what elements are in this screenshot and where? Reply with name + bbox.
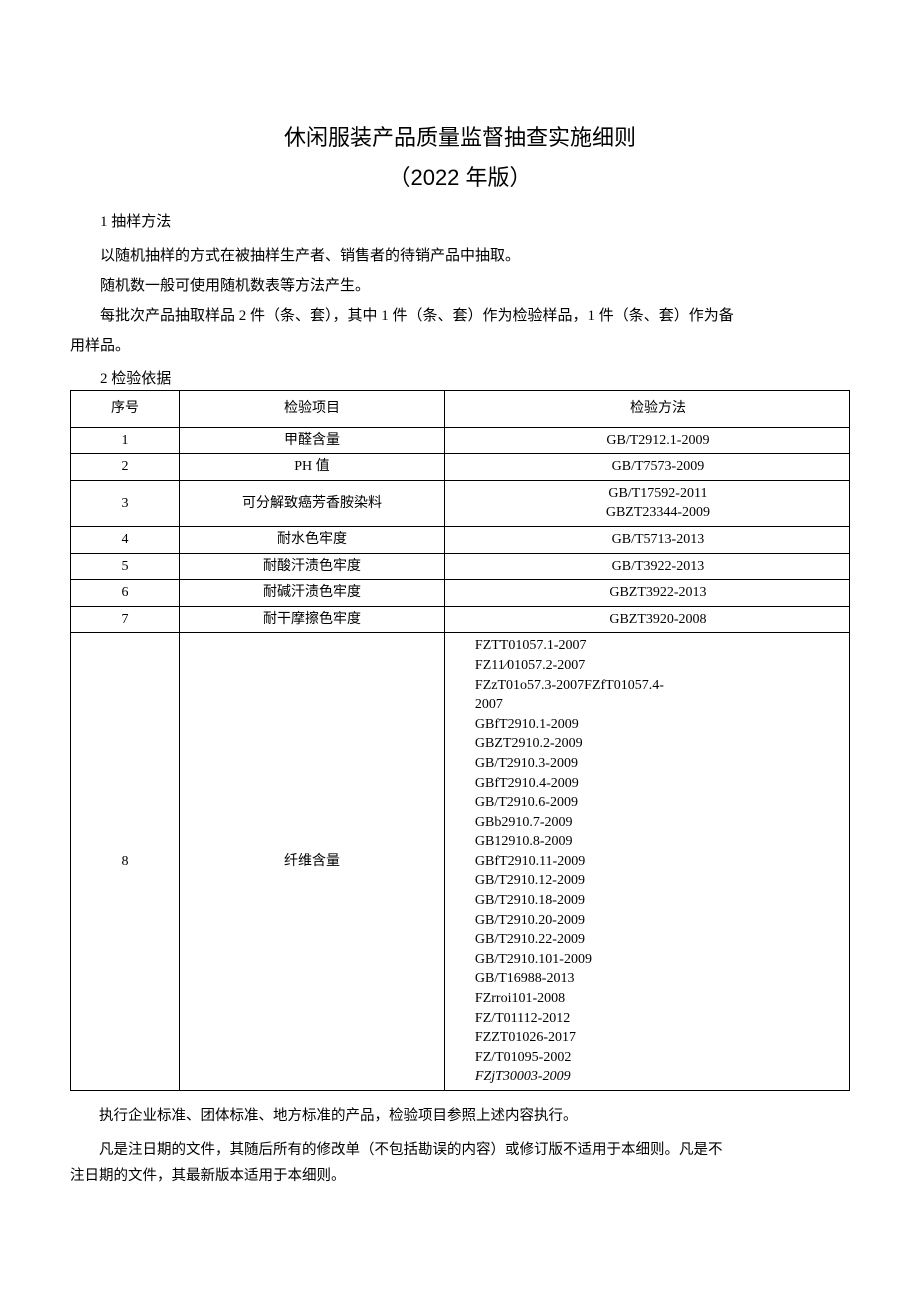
table-row: 4耐水色牢度GB/T5713-2013: [71, 526, 850, 553]
table-cell-index: 1: [71, 427, 180, 454]
footnote-paragraph: 注日期的文件，其最新版本适用于本细则。: [70, 1163, 850, 1189]
table-header-row: 序号 检验项目 检验方法: [71, 391, 850, 428]
table-cell-index: 7: [71, 606, 180, 633]
section-1-paragraph: 以随机抽样的方式在被抽样生产者、销售者的待销产品中抽取。: [70, 241, 850, 271]
table-row: 3可分解致癌芳香胺染料GB/T17592-2011GBZT23344-2009: [71, 480, 850, 526]
table-row: 1甲醛含量GB/T2912.1-2009: [71, 427, 850, 454]
section-1-paragraph: 用样品。: [70, 331, 850, 361]
table-cell-item: PH 值: [180, 454, 445, 481]
table-cell-method: GBZT3920-2008: [444, 606, 849, 633]
table-row: 8纤维含量FZTT01057.1-2007FZ11∕01057.2-2007FZ…: [71, 633, 850, 1091]
footnote-paragraph: 凡是注日期的文件，其随后所有的修改单（不包括勘误的内容）或修订版不适用于本细则。…: [70, 1137, 850, 1163]
table-row: 2PH 值GB/T7573-2009: [71, 454, 850, 481]
table-cell-method: GB/T17592-2011GBZT23344-2009: [444, 480, 849, 526]
table-header-cell: 检验项目: [180, 391, 445, 428]
table-cell-item: 纤维含量: [180, 633, 445, 1091]
document-subtitle: （2022 年版）: [70, 160, 850, 192]
footnote-paragraph: 执行企业标准、团体标准、地方标准的产品，检验项目参照上述内容执行。: [70, 1103, 850, 1129]
table-cell-item: 耐干摩擦色牢度: [180, 606, 445, 633]
table-row: 6耐碱汗渍色牢度GBZT3922-2013: [71, 580, 850, 607]
table-cell-index: 4: [71, 526, 180, 553]
section-1-paragraph: 每批次产品抽取样品 2 件（条、套），其中 1 件（条、套）作为检验样品，1 件…: [70, 301, 850, 331]
table-cell-index: 2: [71, 454, 180, 481]
document-title: 休闲服装产品质量监督抽查实施细则: [70, 120, 850, 152]
table-cell-method: FZTT01057.1-2007FZ11∕01057.2-2007FZzT01o…: [444, 633, 849, 1091]
table-cell-item: 可分解致癌芳香胺染料: [180, 480, 445, 526]
table-cell-item: 耐水色牢度: [180, 526, 445, 553]
table-cell-index: 5: [71, 553, 180, 580]
table-cell-item: 耐酸汗渍色牢度: [180, 553, 445, 580]
table-cell-method: GB/T3922-2013: [444, 553, 849, 580]
table-cell-method: GB/T5713-2013: [444, 526, 849, 553]
table-cell-index: 3: [71, 480, 180, 526]
inspection-basis-table: 序号 检验项目 检验方法 1甲醛含量GB/T2912.1-20092PH 值GB…: [70, 390, 850, 1091]
table-cell-method: GBZT3922-2013: [444, 580, 849, 607]
table-header-cell: 序号: [71, 391, 180, 428]
table-row: 7耐干摩擦色牢度GBZT3920-2008: [71, 606, 850, 633]
table-cell-method: GB/T2912.1-2009: [444, 427, 849, 454]
table-row: 5耐酸汗渍色牢度GB/T3922-2013: [71, 553, 850, 580]
table-cell-method: GB/T7573-2009: [444, 454, 849, 481]
section-1-heading: 1 抽样方法: [70, 210, 850, 231]
table-cell-index: 8: [71, 633, 180, 1091]
table-cell-index: 6: [71, 580, 180, 607]
section-2-heading: 2 检验依据: [70, 367, 850, 388]
table-cell-item: 耐碱汗渍色牢度: [180, 580, 445, 607]
table-header-cell: 检验方法: [444, 391, 849, 428]
table-cell-item: 甲醛含量: [180, 427, 445, 454]
section-1-paragraph: 随机数一般可使用随机数表等方法产生。: [70, 271, 850, 301]
